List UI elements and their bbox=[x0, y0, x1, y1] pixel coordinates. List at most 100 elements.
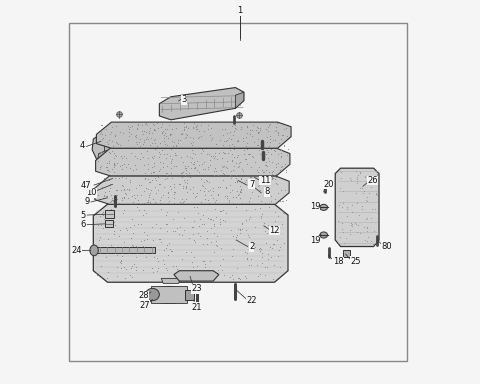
Text: 11: 11 bbox=[260, 176, 270, 185]
Point bbox=[108, 166, 116, 172]
Point bbox=[93, 249, 101, 255]
Point bbox=[150, 244, 157, 250]
Point bbox=[193, 122, 201, 128]
Point bbox=[172, 143, 180, 149]
Point bbox=[193, 126, 201, 132]
Point bbox=[207, 125, 215, 131]
Point bbox=[110, 228, 118, 235]
Point bbox=[212, 153, 219, 159]
Point bbox=[356, 185, 364, 191]
Point bbox=[241, 156, 249, 162]
Point bbox=[119, 174, 126, 180]
Point bbox=[205, 179, 213, 185]
Point bbox=[117, 187, 125, 193]
Point bbox=[156, 166, 163, 172]
Point bbox=[223, 137, 230, 143]
Point bbox=[347, 222, 355, 228]
Point bbox=[95, 222, 102, 228]
Point bbox=[179, 199, 187, 205]
Point bbox=[180, 227, 188, 233]
Point bbox=[252, 126, 260, 132]
Point bbox=[211, 206, 219, 212]
Point bbox=[257, 245, 265, 252]
Point bbox=[189, 264, 197, 270]
Point bbox=[238, 221, 246, 227]
Point bbox=[137, 221, 145, 227]
Point bbox=[267, 146, 275, 152]
Text: 28: 28 bbox=[138, 291, 148, 300]
Point bbox=[188, 224, 196, 230]
Point bbox=[206, 216, 214, 222]
Point bbox=[128, 193, 136, 199]
Text: 2: 2 bbox=[249, 242, 254, 252]
Point bbox=[243, 146, 251, 152]
Point bbox=[142, 121, 150, 127]
Point bbox=[220, 138, 228, 144]
Point bbox=[197, 122, 205, 129]
Polygon shape bbox=[235, 92, 244, 108]
Point bbox=[163, 142, 171, 148]
Point bbox=[258, 176, 265, 182]
Point bbox=[128, 242, 136, 248]
Point bbox=[182, 134, 190, 140]
Point bbox=[120, 264, 128, 270]
Point bbox=[160, 247, 168, 253]
Point bbox=[352, 221, 360, 227]
Point bbox=[278, 132, 286, 138]
Text: 20: 20 bbox=[323, 180, 334, 189]
Point bbox=[164, 194, 172, 200]
Point bbox=[239, 135, 247, 141]
Point bbox=[255, 182, 263, 188]
Point bbox=[246, 234, 253, 240]
Point bbox=[108, 148, 116, 154]
Point bbox=[121, 190, 129, 196]
Point bbox=[170, 195, 178, 201]
Point bbox=[260, 138, 267, 144]
Point bbox=[275, 247, 283, 253]
Point bbox=[273, 127, 280, 133]
Point bbox=[105, 222, 113, 228]
Point bbox=[176, 224, 183, 230]
Point bbox=[216, 149, 223, 156]
Point bbox=[128, 131, 135, 137]
Point bbox=[217, 208, 225, 214]
Point bbox=[143, 254, 150, 260]
Point bbox=[283, 152, 291, 158]
Point bbox=[128, 216, 136, 222]
Point bbox=[126, 126, 133, 132]
Point bbox=[115, 233, 123, 239]
Point bbox=[149, 237, 157, 243]
Point bbox=[269, 168, 276, 174]
Point bbox=[140, 139, 148, 145]
Point bbox=[229, 167, 237, 173]
Point bbox=[258, 211, 266, 217]
Point bbox=[236, 182, 243, 189]
Point bbox=[93, 247, 101, 253]
Point bbox=[232, 160, 240, 166]
Point bbox=[99, 225, 107, 231]
Point bbox=[178, 130, 186, 136]
Point bbox=[124, 137, 132, 143]
Bar bbox=[185, 290, 194, 300]
Point bbox=[178, 154, 185, 160]
Point bbox=[132, 267, 140, 273]
Point bbox=[150, 247, 157, 253]
Point bbox=[126, 224, 133, 230]
Point bbox=[191, 239, 198, 245]
Point bbox=[110, 169, 118, 175]
Point bbox=[160, 134, 168, 141]
Point bbox=[153, 200, 160, 206]
Point bbox=[151, 175, 159, 182]
Point bbox=[142, 185, 150, 191]
Point bbox=[188, 259, 195, 265]
Point bbox=[237, 186, 244, 192]
Point bbox=[232, 126, 240, 132]
Point bbox=[128, 250, 135, 256]
Point bbox=[268, 245, 276, 252]
Point bbox=[275, 129, 282, 135]
Point bbox=[346, 175, 354, 181]
Point bbox=[127, 165, 134, 171]
Point bbox=[105, 177, 113, 183]
Point bbox=[230, 143, 238, 149]
Point bbox=[213, 273, 220, 279]
